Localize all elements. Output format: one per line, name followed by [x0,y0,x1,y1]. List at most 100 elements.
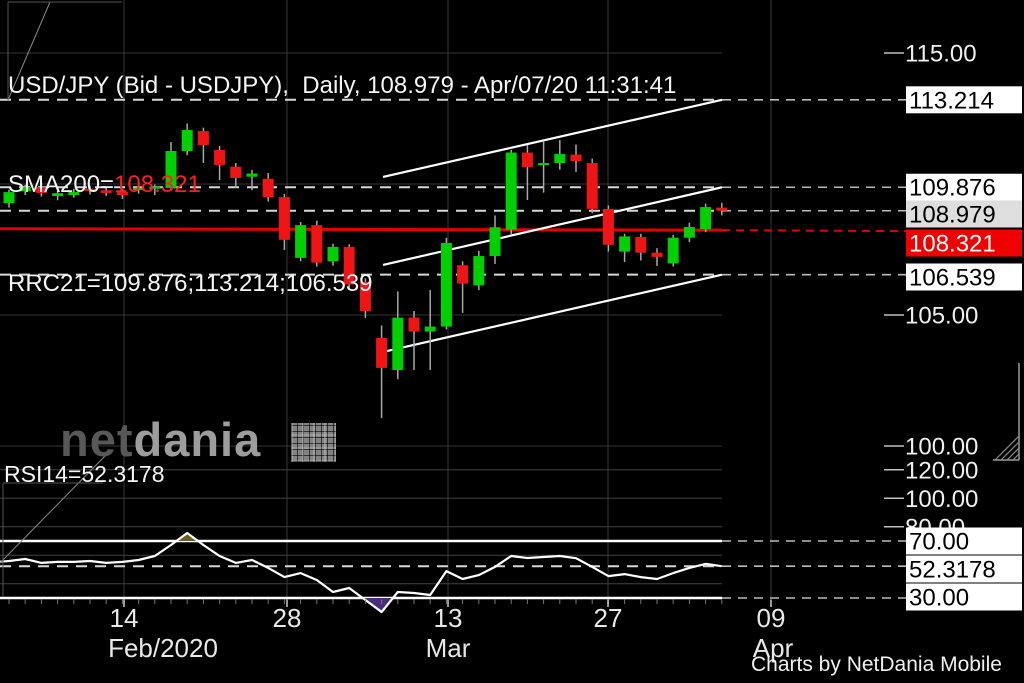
price-label-box [906,229,1022,257]
price-label-box [906,263,1022,291]
price-axis-label: 115.00 [905,41,977,68]
candle-body [651,252,663,257]
candle-body [683,226,695,238]
candle-body [327,246,339,262]
price-axis-label: 108.321 [909,231,996,258]
sma200-line [0,227,723,232]
chart-header: USD/JPY (Bid - USDJPY), Daily, 108.979 -… [8,3,676,366]
corner-hatch-line [994,435,1020,461]
candle-body [667,237,679,264]
candle-body [700,207,712,230]
rrc-readout: RRC21=109.876;113.214;106.539 [8,270,373,297]
watermark-text-net: net [60,413,134,466]
price-axis-label: 106.539 [909,265,996,292]
candle-body [246,173,258,177]
sma-label: SMA200= [8,171,115,198]
candle-body [457,265,469,284]
candle-body [262,178,274,198]
candle-body [165,150,177,188]
candle-body [635,236,647,253]
rsi-axis-label: 52.3178 [909,557,996,584]
rsi-label-box [906,555,1022,583]
price-axis-label: 113.214 [909,87,994,114]
candle-body [392,317,404,371]
candle-body [343,246,355,285]
rsi-line [0,531,722,614]
candle-body [35,187,47,193]
rrc-upper-line [382,98,723,178]
rsi-label-box [906,583,1022,611]
candle-body [100,190,112,193]
instrument-title: USD/JPY (Bid - USDJPY), Daily, 108.979 -… [8,72,677,99]
price-axis-label: 105.00 [905,303,978,330]
corner-hatch-line [1012,453,1020,461]
candle-body [278,197,290,240]
annotation-line [7,1,51,101]
candle-body [230,166,242,178]
candle-body [133,187,145,191]
rsi-indicator-label: RSI14=52.3178 [4,461,165,487]
month-label: Feb/2020 [108,633,218,663]
candle-body [440,242,452,327]
watermark-text-dania: dania [133,413,262,466]
annotation-line [0,454,107,564]
month-label: Apr [753,633,794,663]
credit-text: Charts by NetDania Mobile [751,653,1002,676]
candle-body [311,225,323,263]
price-axis-label: 108.979 [909,202,996,229]
candle-body [214,149,226,165]
date-tick-label: 28 [273,603,302,633]
candle-body [473,256,485,286]
corner-hatch-line [1000,441,1020,461]
candle-body [538,163,550,166]
candle-body [52,193,64,197]
price-label-box [906,173,1022,201]
rsi-label-box [906,527,1022,555]
candle-body [554,153,566,164]
price-axis-label: 109.876 [909,175,996,202]
rrc-lower-line [382,273,723,354]
candle-body [619,236,631,252]
candle-body [586,163,598,209]
candle-body [3,192,15,204]
candle-body [424,326,436,332]
candle-body [602,208,614,245]
candle-body [570,154,582,161]
candle-body [408,317,420,332]
date-tick-label: 14 [110,603,139,633]
price-axis-label: 100.00 [905,434,978,461]
candle-body [489,227,501,257]
rsi-axis-label: 70.00 [909,529,969,556]
rsi-axis-label: 100.00 [905,486,978,513]
rsi-axis-label: 30.00 [909,585,969,612]
candle-body [19,187,31,192]
rrc-middle-line [382,186,723,267]
netdania-watermark: netdania [60,416,261,463]
candle-body [84,188,96,191]
sma200-margin-dash [721,229,907,233]
sma-value: 108.321 [114,171,201,198]
date-tick-label: 09 [757,603,786,633]
price-label-box [906,86,1022,114]
price-label-box [906,200,1022,228]
candle-body [521,152,533,167]
candle-body [149,186,161,189]
candle-body [181,130,193,151]
corner-hatch-line [1006,447,1020,461]
candle-body [359,281,371,312]
sma-readout: SMA200=108.321 [8,168,676,201]
candle-body [116,191,128,196]
month-label: Mar [426,633,471,663]
candle-body [295,225,307,258]
date-tick-label: 27 [594,603,623,633]
candle-body [716,207,728,211]
grid-logo-icon [291,423,336,462]
candle-body [197,131,209,145]
candle-body [505,152,517,230]
rsi-overbought-fill [176,533,198,541]
rsi-oversold-fill [362,598,393,612]
candle-body [68,191,80,196]
